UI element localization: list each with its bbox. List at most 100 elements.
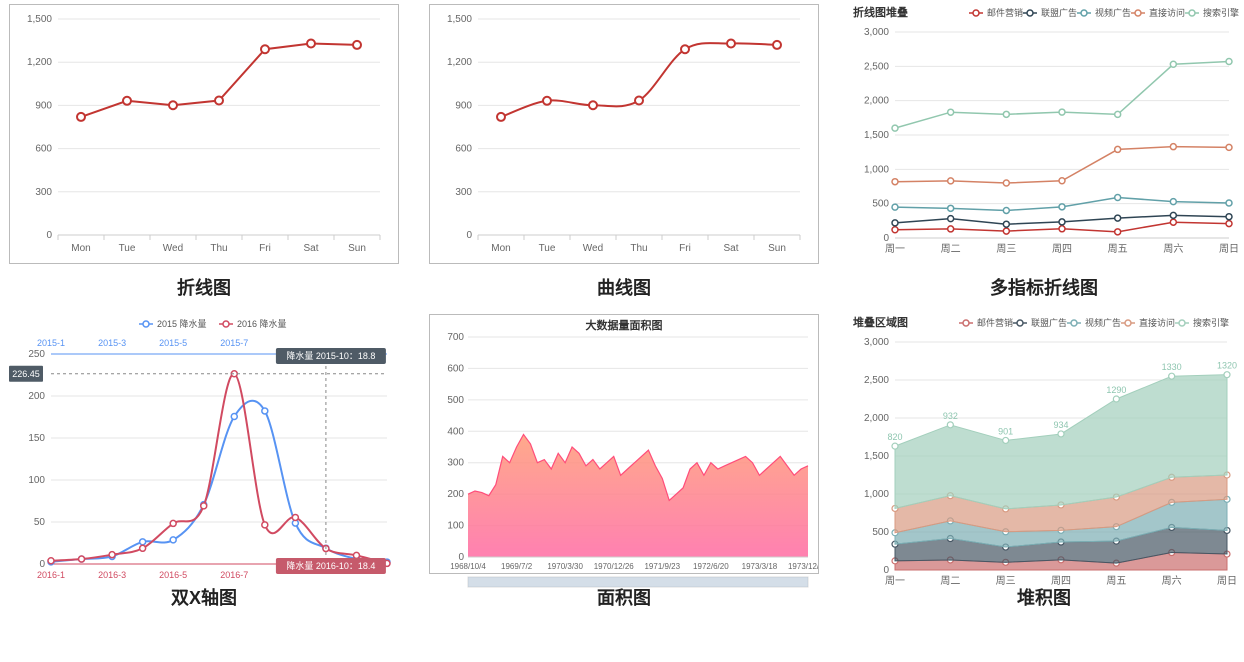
svg-text:周日: 周日 (1217, 575, 1237, 587)
svg-text:200: 200 (447, 489, 464, 500)
svg-text:2,500: 2,500 (864, 375, 889, 386)
svg-text:Fri: Fri (679, 243, 691, 254)
svg-text:大数据量面积图: 大数据量面积图 (586, 318, 663, 332)
svg-text:Thu: Thu (630, 243, 647, 254)
svg-text:周六: 周六 (1162, 575, 1182, 587)
svg-text:周一: 周一 (885, 243, 905, 255)
svg-text:1,500: 1,500 (27, 14, 52, 25)
svg-text:100: 100 (447, 521, 464, 532)
svg-text:2,000: 2,000 (864, 96, 889, 107)
svg-text:折线图堆叠: 折线图堆叠 (853, 5, 908, 19)
svg-text:周五: 周五 (1108, 243, 1128, 255)
svg-text:2,500: 2,500 (864, 61, 889, 72)
cell-dual-x-chart: 2015 降水量 2016 降水量 2015-1 2015-3 2015-5 2015-7… (4, 314, 404, 644)
svg-text:周四: 周四 (1051, 575, 1071, 587)
svg-text:150: 150 (28, 433, 45, 444)
svg-text:2015 降水量: 2015 降水量 (157, 318, 207, 329)
svg-text:联盟广告: 联盟广告 (1031, 317, 1067, 328)
caption-line-chart: 折线图 (177, 274, 231, 300)
cell-smooth-line-chart: 0 300 600 900 1,200 1,500 Mon Tue Wed Thu Fri Sat Su… (424, 4, 824, 304)
svg-text:Wed: Wed (583, 243, 603, 254)
svg-text:2,000: 2,000 (864, 413, 889, 424)
chart-gallery-grid: 0 300 600 900 1,200 1,500 Mon Tue Wed Thu Fri Sat Su… (0, 0, 1244, 648)
panel-multi-line-chart[interactable]: 折线图堆叠邮件营销联盟广告视频广告直接访问搜索引擎05001,0001,5002… (849, 4, 1239, 264)
svg-text:降水量 2015-10：18.8: 降水量 2015-10：18.8 (286, 350, 375, 361)
svg-text:Sun: Sun (768, 243, 786, 254)
svg-text:1970/12/26: 1970/12/26 (594, 562, 635, 571)
svg-text:2015-7: 2015-7 (220, 338, 248, 348)
svg-text:视频广告: 视频广告 (1095, 7, 1131, 18)
svg-text:周五: 周五 (1106, 575, 1126, 587)
caption-multi-line-chart: 多指标折线图 (990, 274, 1098, 300)
svg-text:600: 600 (455, 144, 472, 155)
svg-text:Mon: Mon (71, 243, 90, 254)
svg-text:300: 300 (447, 458, 464, 469)
svg-text:0: 0 (883, 565, 889, 576)
svg-text:降水量 2016-10：18.4: 降水量 2016-10：18.4 (286, 560, 375, 571)
svg-text:1290: 1290 (1106, 385, 1126, 395)
caption-smooth-line-chart: 曲线图 (597, 274, 651, 300)
svg-text:联盟广告: 联盟广告 (1041, 7, 1077, 18)
svg-text:1320: 1320 (1217, 361, 1237, 371)
svg-text:300: 300 (455, 187, 472, 198)
svg-text:搜索引擎: 搜索引擎 (1203, 7, 1239, 18)
svg-text:1,000: 1,000 (864, 489, 889, 500)
svg-text:820: 820 (887, 432, 902, 442)
svg-text:Sat: Sat (723, 243, 738, 254)
panel-area-chart[interactable]: 大数据量面积图01002003004005006007001968/10/419… (429, 314, 819, 574)
panel-smooth-line-chart[interactable]: 0 300 600 900 1,200 1,500 Mon Tue Wed Thu Fri Sat Su… (429, 4, 819, 264)
cell-area-chart: 大数据量面积图01002003004005006007001968/10/419… (424, 314, 824, 644)
svg-text:周一: 周一 (885, 575, 905, 587)
svg-text:视频广告: 视频广告 (1085, 317, 1121, 328)
svg-text:1973/12/14: 1973/12/14 (788, 562, 818, 571)
svg-text:600: 600 (447, 363, 464, 374)
svg-text:周二: 周二 (940, 575, 960, 587)
svg-text:1968/10/4: 1968/10/4 (450, 562, 486, 571)
svg-text:1,500: 1,500 (864, 130, 889, 141)
svg-text:900: 900 (455, 100, 472, 111)
svg-text:0: 0 (46, 230, 52, 241)
svg-text:Mon: Mon (491, 243, 510, 254)
svg-text:邮件营销: 邮件营销 (987, 7, 1023, 18)
svg-text:200: 200 (28, 391, 45, 402)
svg-text:Tue: Tue (539, 243, 556, 254)
svg-text:Sun: Sun (348, 243, 366, 254)
svg-text:周六: 周六 (1163, 243, 1183, 255)
panel-dual-x-chart[interactable]: 2015 降水量 2016 降水量 2015-1 2015-3 2015-5 2015-7… (9, 314, 399, 574)
svg-text:1,500: 1,500 (447, 14, 472, 25)
cell-multi-line-chart: 折线图堆叠邮件营销联盟广告视频广告直接访问搜索引擎05001,0001,5002… (844, 4, 1244, 304)
svg-text:0: 0 (39, 559, 45, 570)
svg-text:周三: 周三 (996, 575, 1016, 587)
svg-text:直接访问: 直接访问 (1139, 317, 1175, 328)
svg-text:932: 932 (943, 411, 958, 421)
svg-text:2016-7: 2016-7 (220, 570, 248, 580)
svg-text:1973/3/18: 1973/3/18 (742, 562, 778, 571)
svg-text:堆叠区域图: 堆叠区域图 (853, 315, 908, 329)
svg-text:1970/3/30: 1970/3/30 (547, 562, 583, 571)
svg-text:0: 0 (466, 230, 472, 241)
svg-text:2015-5: 2015-5 (159, 338, 187, 348)
svg-text:Sat: Sat (303, 243, 318, 254)
svg-text:934: 934 (1053, 420, 1068, 430)
svg-text:900: 900 (35, 100, 52, 111)
svg-text:700: 700 (447, 332, 464, 343)
svg-text:50: 50 (34, 517, 46, 528)
svg-text:1,500: 1,500 (864, 451, 889, 462)
svg-text:2016 降水量: 2016 降水量 (237, 318, 287, 329)
svg-text:2015-1: 2015-1 (37, 338, 65, 348)
panel-line-chart[interactable]: 03006009001,2001,500MonTueWedThuFriSatSu… (9, 4, 399, 264)
svg-text:搜索引擎: 搜索引擎 (1193, 317, 1229, 328)
svg-text:3,000: 3,000 (864, 337, 889, 348)
panel-stacked-area-chart[interactable]: 堆叠区域图邮件营销联盟广告视频广告直接访问搜索引擎05001,0001,5002… (849, 314, 1239, 574)
svg-text:901: 901 (998, 426, 1013, 436)
svg-text:250: 250 (28, 349, 45, 360)
svg-text:2015-3: 2015-3 (98, 338, 126, 348)
svg-text:Tue: Tue (119, 243, 136, 254)
svg-text:邮件营销: 邮件营销 (977, 317, 1013, 328)
svg-text:1,200: 1,200 (447, 57, 472, 68)
svg-text:周四: 周四 (1052, 243, 1072, 255)
svg-text:周日: 周日 (1219, 243, 1239, 255)
svg-text:2016-1: 2016-1 (37, 570, 65, 580)
svg-text:3,000: 3,000 (864, 27, 889, 38)
cell-stacked-area-chart: 堆叠区域图邮件营销联盟广告视频广告直接访问搜索引擎05001,0001,5002… (844, 314, 1244, 644)
